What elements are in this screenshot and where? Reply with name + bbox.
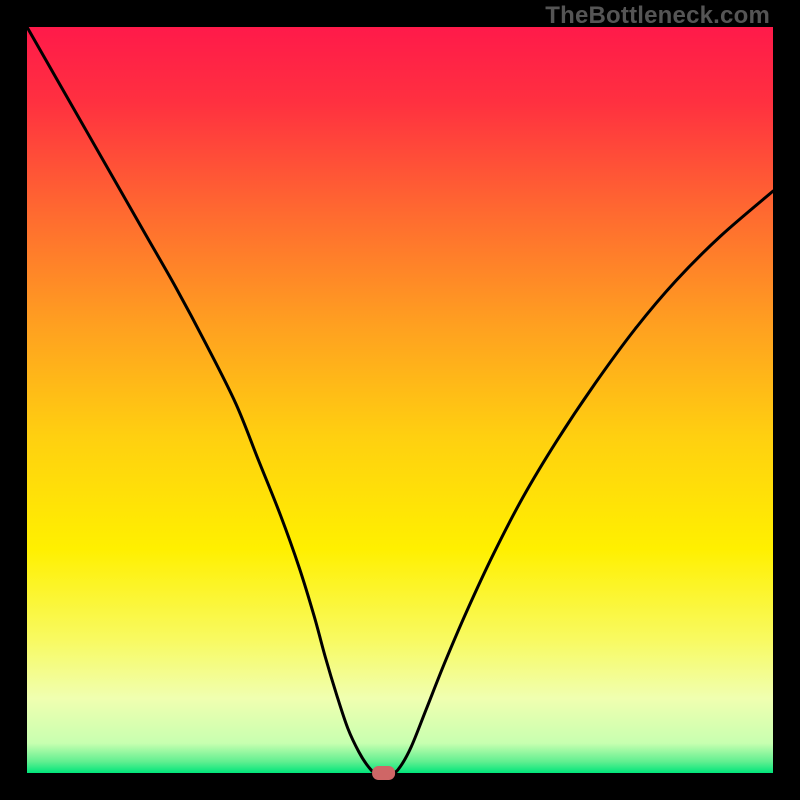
optimum-marker: [373, 767, 395, 780]
chart-frame: TheBottleneck.com: [0, 0, 800, 800]
plot-background: [27, 27, 773, 773]
chart-svg: [0, 0, 800, 800]
